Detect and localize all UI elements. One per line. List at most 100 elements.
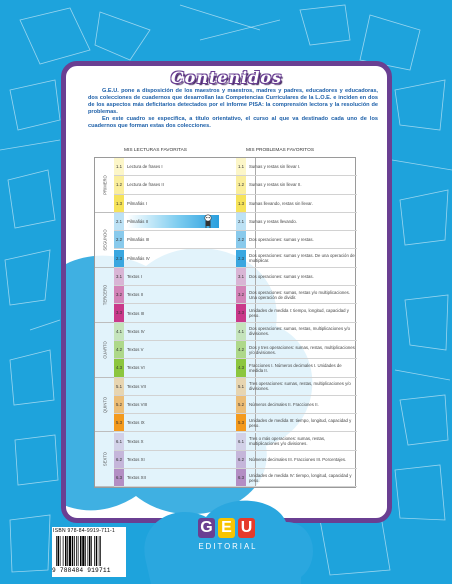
problema-title: Sumas y restas sin llevar II. xyxy=(249,182,302,188)
problema-title: Sumas y restas sin llevar I. xyxy=(249,164,301,170)
column-divider xyxy=(255,341,256,359)
problema-title: Números decimales II. Fracciones II. xyxy=(249,402,319,408)
barcode-bar xyxy=(76,536,77,566)
lectura-title: Textos V xyxy=(127,347,144,353)
barcode-bar xyxy=(62,536,64,566)
barcode-bar xyxy=(65,536,67,566)
problema-number: 1.3 xyxy=(236,194,246,212)
column-divider xyxy=(255,450,256,469)
problema-number: 4.2 xyxy=(236,341,246,359)
problema-number: 5.3 xyxy=(236,414,246,432)
publisher-logo: G E U EDITORIAL xyxy=(198,518,258,564)
column-divider xyxy=(255,249,256,267)
column-divider xyxy=(255,231,256,249)
barcode-bar xyxy=(89,536,91,566)
grade-label: QUINTO xyxy=(102,396,107,413)
lectura-title: Textos VI xyxy=(127,365,145,371)
lectura-number: 1.1 xyxy=(114,158,124,176)
column-divider xyxy=(255,359,256,377)
lectura-title: Lectura de frases I xyxy=(127,164,163,170)
problema-number: 5.2 xyxy=(236,395,246,414)
barcode-bar xyxy=(57,536,59,566)
barcode-bar xyxy=(94,536,95,566)
problema-title: Dos operaciones: sumas, restas y/o multi… xyxy=(249,289,351,300)
barcode-bar xyxy=(74,536,75,566)
lectura-title: Textos III xyxy=(127,310,145,316)
table-row: 2.1 Pilmafiás II 2.1 Sumas y restas llevand… xyxy=(114,212,357,232)
intro-text: G.E.U. pone a disposición de los maestro… xyxy=(88,88,378,130)
column-divider xyxy=(255,469,256,487)
lectura-title: Textos VII xyxy=(127,383,146,389)
grade-cuarto: CUARTO xyxy=(95,323,114,378)
column-divider xyxy=(255,212,256,231)
column-divider xyxy=(255,304,256,322)
table-row: 2.3 Pilmafiás IV 2.3 Dos operaciones: sumas… xyxy=(114,249,357,268)
barcode-bar xyxy=(59,536,61,566)
barcode-bar xyxy=(80,536,82,566)
lectura-title: Pilmafiás II xyxy=(127,219,149,225)
problema-title: Sumas llevando, restas sin llevar. xyxy=(249,200,313,206)
problema-number: 3.3 xyxy=(236,304,246,322)
table-row: 1.3 Pilmafiás I 1.3 Sumas llevando, restas … xyxy=(114,194,357,213)
barcode-bars xyxy=(56,536,101,566)
lectura-title: Textos XII xyxy=(127,475,146,481)
column-divider xyxy=(255,158,256,176)
table-row: 4.3 Textos VI 4.3 Fracciones I. Números dec… xyxy=(114,359,357,378)
problema-title: Fracciones I. Números decimales I. Unida… xyxy=(249,362,342,373)
column-divider xyxy=(255,286,256,304)
table-grid: PRIMERO 1.1 Lectura de frases I 1.1 Sumas y … xyxy=(94,157,357,488)
problema-number: 4.1 xyxy=(236,322,246,340)
barcode-bar xyxy=(68,536,71,566)
table-row: 3.1 Textos I 3.1 Dos operaciones: sumas y r… xyxy=(114,267,357,287)
lectura-number: 3.2 xyxy=(114,286,124,304)
column-divider xyxy=(255,414,256,432)
problema-number: 1.2 xyxy=(236,176,246,194)
problema-title: Unidades de medida IV: tiempo, longitud,… xyxy=(249,472,352,483)
lectura-title: Lectura de frases II xyxy=(127,182,164,188)
barcode-bar xyxy=(56,536,57,566)
highlight-band xyxy=(127,214,219,228)
problema-number: 4.3 xyxy=(236,359,246,377)
contents-panel: Contenidos G.E.U. pone a disposición de … xyxy=(61,61,392,523)
barcode-bar xyxy=(67,536,68,566)
lectura-title: Textos I xyxy=(127,273,142,279)
table-row: 2.2 Pilmafiás III 2.2 Dos operaciones: suma… xyxy=(114,231,357,250)
barcode-bar xyxy=(98,536,100,566)
page-title: Contenidos xyxy=(170,68,283,87)
table-row: 5.3 Textos IX 5.3 Unidades de medida III: t… xyxy=(114,414,357,433)
table-row: 1.2 Lectura de frases II 1.2 Sumas y restas… xyxy=(114,176,357,195)
grade-label: SEGUNDO xyxy=(102,229,107,251)
lectura-number: 2.2 xyxy=(114,231,124,249)
lectura-title: Textos II xyxy=(127,292,143,298)
table-row: 3.2 Textos II 3.2 Dos operaciones: sumas, r… xyxy=(114,286,357,305)
isbn-text: ISBN 978-84-9919-711-1 xyxy=(53,528,116,534)
table-row: 6.2 Textos XI 6.2 Números decimales III. Fr… xyxy=(114,450,357,470)
barcode: ISBN 978-84-9919-711-1 9 788484 919711 xyxy=(52,527,126,577)
lectura-number: 2.1 xyxy=(114,212,124,231)
grade-label: PRIMERO xyxy=(102,175,107,195)
column-divider xyxy=(255,322,256,340)
lectura-title: Textos IV xyxy=(127,328,145,334)
lectura-title: Pilmafiás III xyxy=(127,237,150,243)
problema-number: 2.3 xyxy=(236,249,246,267)
intro-paragraph-2: En este cuadro se especifica, a título o… xyxy=(88,116,378,130)
logo-letter-u: U xyxy=(238,518,255,538)
right-column-header: MIS PROBLEMAS FAVORITOS xyxy=(246,148,315,153)
lectura-number: 3.1 xyxy=(114,267,124,286)
lectura-number: 1.2 xyxy=(114,176,124,194)
ean-number: 9 788484 919711 xyxy=(52,567,111,574)
lectura-number: 1.3 xyxy=(114,194,124,212)
problema-title: Dos operaciones: sumas y restas. xyxy=(249,237,314,243)
grade-primero: PRIMERO xyxy=(95,158,114,213)
lectura-title: Textos X xyxy=(127,438,144,444)
problema-number: 2.2 xyxy=(236,231,246,249)
barcode-bar xyxy=(87,536,89,566)
lectura-number: 5.1 xyxy=(114,377,124,395)
problema-number: 3.2 xyxy=(236,286,246,304)
logo-background-blob xyxy=(144,500,313,584)
problema-title: Dos operaciones: sumas, restas, multipli… xyxy=(249,326,351,337)
lectura-number: 6.3 xyxy=(114,469,124,487)
problema-number: 2.1 xyxy=(236,212,246,231)
column-divider xyxy=(255,395,256,414)
